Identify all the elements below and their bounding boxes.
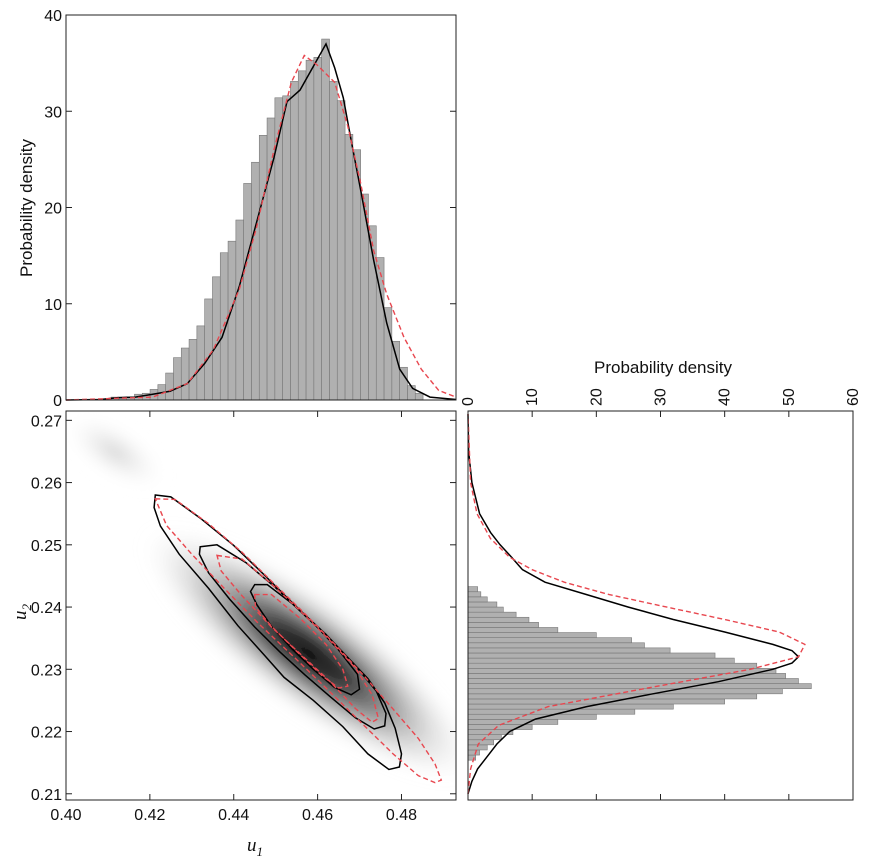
u1-histogram-bar [204, 298, 213, 401]
u1-histogram-bar [227, 240, 237, 401]
u1-histogram-bar [219, 252, 229, 401]
u2-histogram-bar [467, 611, 517, 618]
u1-histogram-bar [336, 100, 346, 401]
u2-histogram-bar [467, 616, 530, 623]
u2-histogram-bar [467, 627, 559, 633]
u1-histogram-bar [235, 219, 244, 401]
density-tail-blob [66, 412, 168, 492]
u2-histogram-bar [467, 683, 812, 690]
u1-ytick-label: 10 [44, 297, 62, 314]
u2-xtick-label: 20 [588, 388, 605, 406]
u1-ytick-label: 30 [44, 104, 62, 121]
u2-histogram-bar [467, 632, 597, 638]
u1-fit-curve-solid-black [65, 42, 457, 401]
u1-histogram-bar [196, 325, 205, 401]
u1-histogram-bar [180, 347, 190, 401]
u1-histogram-bar [188, 339, 198, 401]
u1-ytick-label: 20 [44, 201, 62, 218]
u1-fit-curve-dashed-red [65, 54, 457, 401]
joint-ytick-label: 0.27 [31, 413, 62, 430]
u2-xtick-label: 40 [717, 388, 734, 406]
u1-histogram-bar [243, 183, 252, 401]
u1-histogram-bar [165, 372, 174, 401]
joint-xtick-label: 0.42 [134, 807, 165, 824]
u2-histogram-bar [467, 713, 597, 720]
u2-histogram-bar [467, 703, 674, 710]
joint-xtick-label: 0.44 [218, 807, 249, 824]
u2-xtick-label: 0 [460, 397, 477, 406]
u2-fit-curve-dashed-red [467, 414, 806, 794]
u2-xtick-label: 60 [845, 388, 862, 406]
u2-histogram-bar [467, 601, 498, 608]
u1-histogram-bar [212, 276, 221, 401]
u2-histogram-bar [467, 662, 758, 669]
u2-xtick-label: 30 [653, 388, 670, 406]
u2-histogram-bar [467, 606, 504, 613]
u2-xtick-label: 50 [781, 388, 798, 406]
joint-ylabel: u2 [10, 604, 34, 621]
u2-histogram-panel: 0 10 20 30 40 50 60 Probability density [460, 358, 862, 801]
u2-histogram-bar [467, 739, 494, 746]
u1-histogram-bar [258, 135, 268, 401]
u2-histogram-bar [467, 591, 482, 598]
joint-ytick-label: 0.23 [31, 662, 62, 679]
u1-histogram-panel: 0 10 20 30 40 Probability density [17, 8, 457, 410]
contour-dashed-red [253, 593, 349, 689]
u2-xtick-label: 10 [524, 388, 541, 406]
u1-histogram-bar [313, 57, 322, 401]
u2-histogram-bar [467, 647, 671, 654]
u2-histogram-bar [467, 688, 783, 695]
contour-dashed-red [216, 554, 380, 724]
u2-histogram-bar [467, 749, 480, 756]
u1-histogram-bar [383, 307, 393, 401]
u2-fit-curve-solid-black [467, 414, 800, 795]
u2-histogram-frame [467, 410, 854, 801]
joint-ytick-label: 0.26 [31, 476, 62, 493]
u1-histogram-bar [305, 59, 315, 401]
u2-histogram-bar [467, 708, 636, 715]
u1-histogram-bar [329, 81, 338, 401]
u1-ytick-label: 40 [44, 8, 62, 25]
u1-histogram-bar [414, 392, 424, 401]
u2-histogram-bar [467, 657, 735, 664]
u1-histogram-bar [297, 70, 307, 401]
density-shading [139, 524, 456, 784]
joint-xtick-label: 0.46 [302, 807, 333, 824]
u1-histogram-bar [344, 134, 354, 401]
joint-ytick-label: 0.21 [31, 787, 62, 804]
u2-histogram-bar [467, 698, 725, 705]
u2-histogram-xlabel: Probability density [594, 358, 732, 377]
u1-histogram-bar [274, 97, 283, 401]
joint-ytick-label: 0.25 [31, 538, 62, 555]
u1-histogram-ylabel: Probability density [17, 139, 36, 277]
u2-histogram-bar [467, 596, 488, 603]
u2-histogram-bar [467, 622, 539, 628]
u1-histogram-bar [173, 357, 182, 401]
u2-histogram-bar [467, 586, 478, 593]
u1-histogram-bar [282, 95, 291, 401]
u2-histogram-bar [467, 642, 645, 649]
u1-histogram-bar [290, 81, 299, 401]
u1-ytick-label: 0 [53, 393, 62, 410]
joint-xtick-label: 0.48 [386, 807, 417, 824]
u2-histogram-bar [467, 678, 799, 684]
joint-density-panel: 0.40 0.42 0.44 0.46 0.48 0.21 0.22 0.23 0.24 0.2… [10, 410, 457, 858]
joint-xlabel: u1 [247, 835, 263, 858]
u1-histogram-bar [391, 340, 400, 401]
u2-histogram-bar [467, 652, 716, 659]
joint-ytick-label: 0.22 [31, 725, 62, 742]
joint-xtick-label: 0.40 [50, 807, 81, 824]
u2-histogram-bar [467, 637, 632, 644]
u2-histogram-bar [467, 719, 559, 725]
contour-dashed-red [154, 498, 443, 784]
joint-ytick-label: 0.24 [31, 600, 62, 617]
u1-histogram-bar [251, 161, 260, 401]
u1-histogram-bar [321, 38, 330, 401]
joint-density-frame [65, 410, 457, 801]
